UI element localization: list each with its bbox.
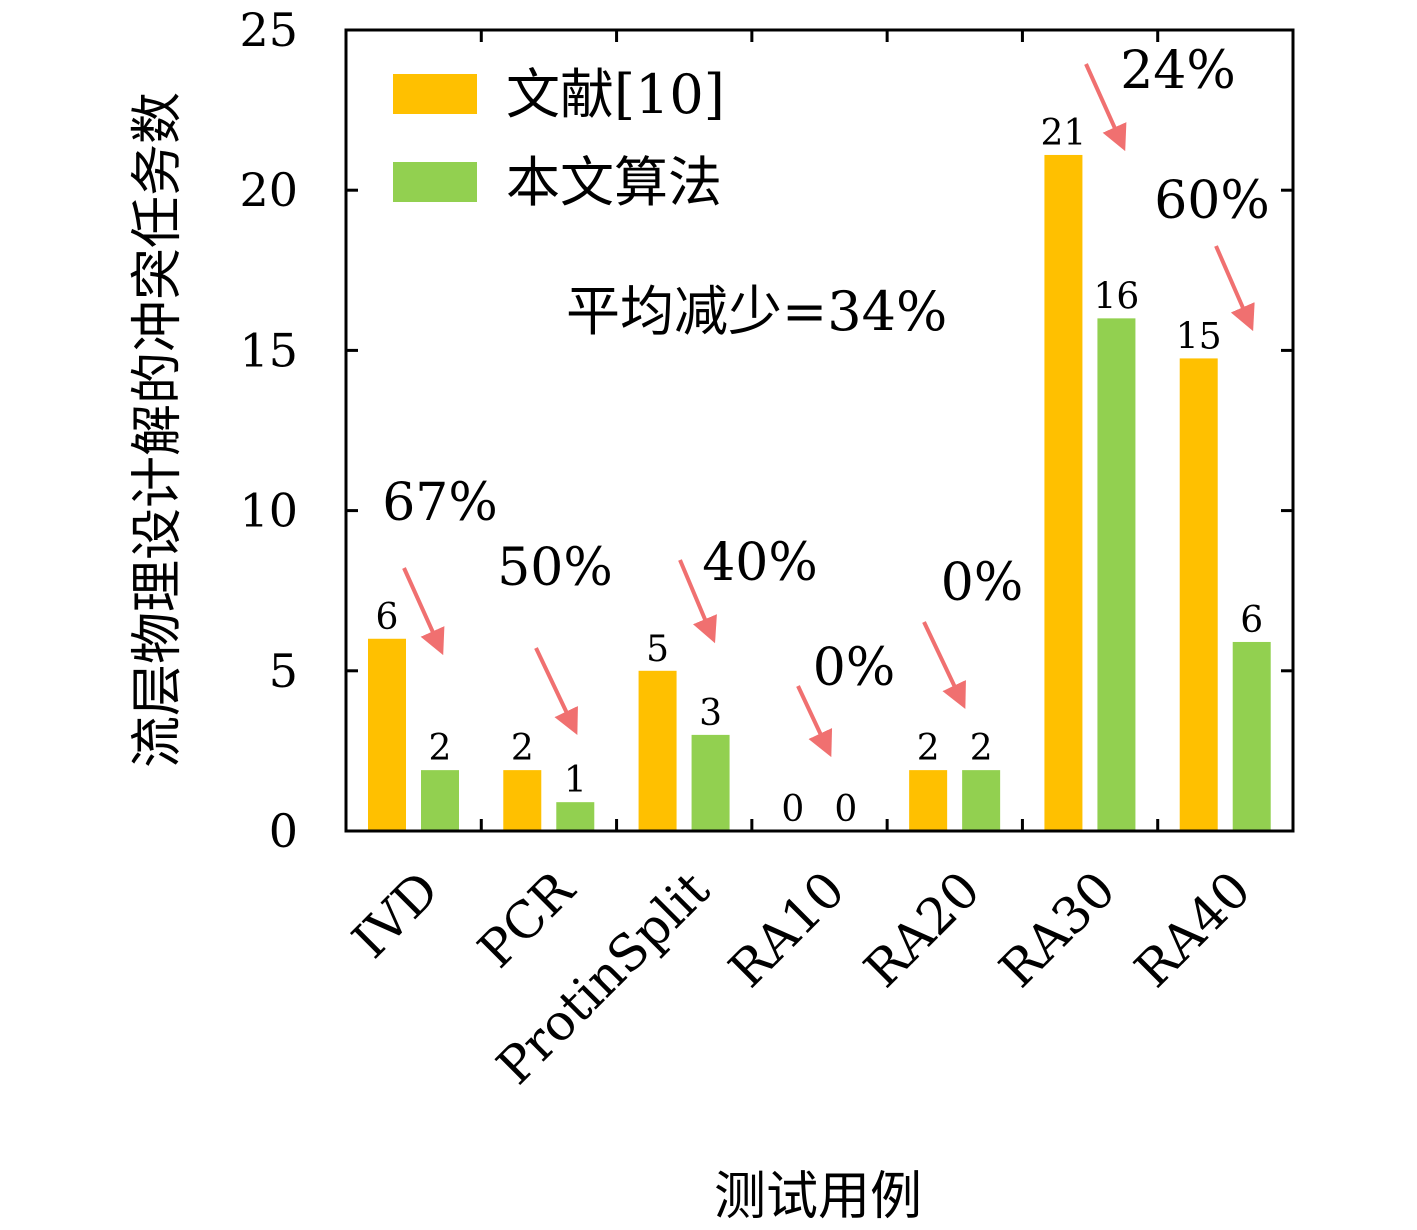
- y-tick-label-20: 20: [239, 163, 298, 217]
- reduction-label-ProtinSplit: 40%: [702, 533, 818, 593]
- legend-swatch-1: [393, 162, 477, 202]
- reduction-arrows: [402, 63, 1255, 758]
- y-tick-label-15: 15: [239, 323, 298, 377]
- y-tick-label-10: 10: [239, 484, 298, 538]
- bar-ProtinSplit-s0: [638, 670, 677, 831]
- value-label-ProtinSplit-s0: 5: [646, 629, 669, 670]
- plot-frame: [344, 28, 1295, 833]
- bar-RA40-s1: [1232, 641, 1271, 831]
- reduction-arrow-RA30: [1084, 63, 1127, 152]
- value-label-RA10-s0: 0: [781, 789, 804, 830]
- x-axis-title: 测试用例: [714, 1167, 922, 1227]
- bar-RA20-s0: [909, 770, 948, 831]
- value-label-RA40-s0: 15: [1176, 316, 1222, 357]
- x-tick-label-RA10: RA10: [718, 860, 856, 998]
- value-label-IVD-s1: 2: [429, 728, 452, 769]
- axis-ticks: [346, 28, 1293, 833]
- bar-PCR-s1: [556, 802, 595, 831]
- average-reduction-note: 平均减少=34%: [566, 280, 947, 343]
- reduction-labels: 67%50% 40% 0% 0% 24% 60%: [382, 41, 1270, 698]
- bar-RA30-s1: [1097, 318, 1136, 831]
- y-tick-label-0: 0: [269, 804, 298, 858]
- reduction-arrow-IVD: [402, 567, 445, 656]
- legend-label-1: 本文算法: [506, 151, 722, 214]
- reduction-label-RA30: 24%: [1120, 41, 1236, 101]
- reduction-label-RA10: 0%: [813, 638, 896, 698]
- value-label-PCR-s0: 2: [511, 728, 534, 769]
- value-label-ProtinSplit-s1: 3: [699, 693, 722, 734]
- reduction-arrow-RA40: [1214, 245, 1255, 332]
- bar-RA20-s1: [962, 770, 1001, 831]
- bar-RA40-s0: [1179, 358, 1218, 831]
- value-label-IVD-s0: 6: [376, 597, 399, 638]
- bar-IVD-s1: [421, 770, 459, 831]
- legend-label-0: 文献[10]: [506, 63, 725, 126]
- reduction-label-RA20: 0%: [941, 553, 1024, 613]
- bar-ProtinSplit-s1: [691, 734, 730, 831]
- value-label-RA20-s0: 2: [917, 728, 940, 769]
- value-label-RA30-s0: 21: [1041, 113, 1087, 154]
- bar-IVD-s0: [368, 638, 406, 831]
- x-tick-label-PCR: PCR: [467, 860, 586, 979]
- y-tick-label-25: 25: [239, 3, 298, 57]
- x-tick-label-RA40: RA40: [1124, 860, 1262, 998]
- reduction-arrow-ProtinSplit: [678, 559, 717, 644]
- value-label-RA30-s1: 16: [1094, 276, 1140, 317]
- value-label-RA10-s1: 0: [834, 789, 857, 830]
- value-label-PCR-s1: 1: [564, 760, 587, 801]
- reduction-label-RA40: 60%: [1154, 171, 1270, 231]
- reduction-label-PCR: 50%: [497, 538, 613, 598]
- legend-swatch-0: [393, 74, 477, 114]
- x-tick-label-IVD: IVD: [341, 860, 450, 969]
- reduction-arrow-PCR: [534, 647, 578, 736]
- x-tick-label-RA30: RA30: [988, 860, 1126, 998]
- legend: 文献[10] 本文算法: [393, 63, 725, 214]
- y-tick-labels: 0 5 10 15 20 25: [239, 3, 298, 858]
- y-axis-title: 流层物理设计解的冲突任务数: [128, 92, 188, 768]
- x-tick-label-RA20: RA20: [853, 860, 991, 998]
- value-label-RA20-s1: 2: [970, 728, 993, 769]
- reduction-label-IVD: 67%: [382, 473, 498, 533]
- bar-RA30-s0: [1044, 154, 1083, 831]
- value-label-RA40-s1: 6: [1240, 600, 1263, 641]
- reduction-arrow-RA20: [922, 621, 966, 710]
- plot-area: [368, 154, 1271, 831]
- y-tick-label-5: 5: [269, 644, 298, 698]
- bar-PCR-s0: [503, 770, 542, 831]
- reduction-arrow-RA10: [796, 685, 833, 758]
